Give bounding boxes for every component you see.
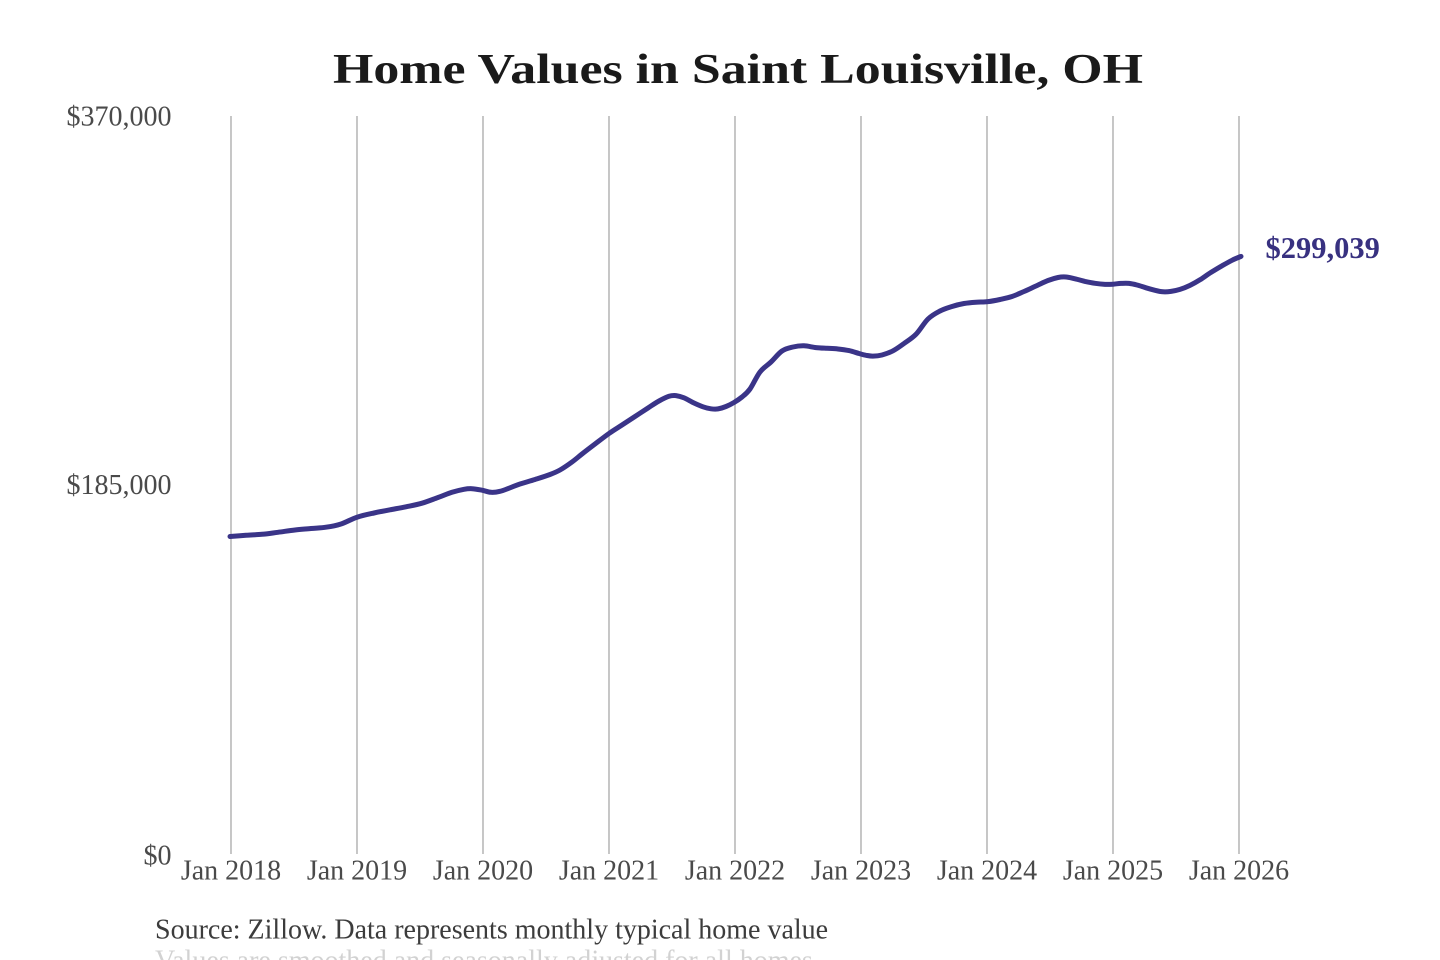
svg-text:$185,000: $185,000 [67, 470, 172, 501]
svg-text:Jan 2024: Jan 2024 [937, 856, 1037, 887]
svg-text:Source: Zillow. Data represent: Source: Zillow. Data represents monthly … [155, 915, 828, 946]
svg-text:Jan 2021: Jan 2021 [559, 856, 659, 887]
svg-text:Jan 2025: Jan 2025 [1063, 856, 1163, 887]
svg-text:$0: $0 [144, 840, 172, 871]
svg-text:Jan 2020: Jan 2020 [433, 856, 533, 887]
svg-text:Jan 2026: Jan 2026 [1189, 856, 1289, 887]
svg-text:Values are smoothed and season: Values are smoothed and seasonally adjus… [155, 946, 813, 960]
svg-text:$299,039: $299,039 [1266, 231, 1380, 265]
svg-text:Jan 2023: Jan 2023 [811, 856, 911, 887]
svg-text:Home Values in Saint Louisvill: Home Values in Saint Louisville, OH [333, 47, 1143, 93]
svg-text:Jan 2019: Jan 2019 [307, 856, 407, 887]
svg-text:$370,000: $370,000 [67, 102, 172, 133]
svg-text:Jan 2022: Jan 2022 [685, 856, 785, 887]
svg-text:Jan 2018: Jan 2018 [181, 856, 281, 887]
